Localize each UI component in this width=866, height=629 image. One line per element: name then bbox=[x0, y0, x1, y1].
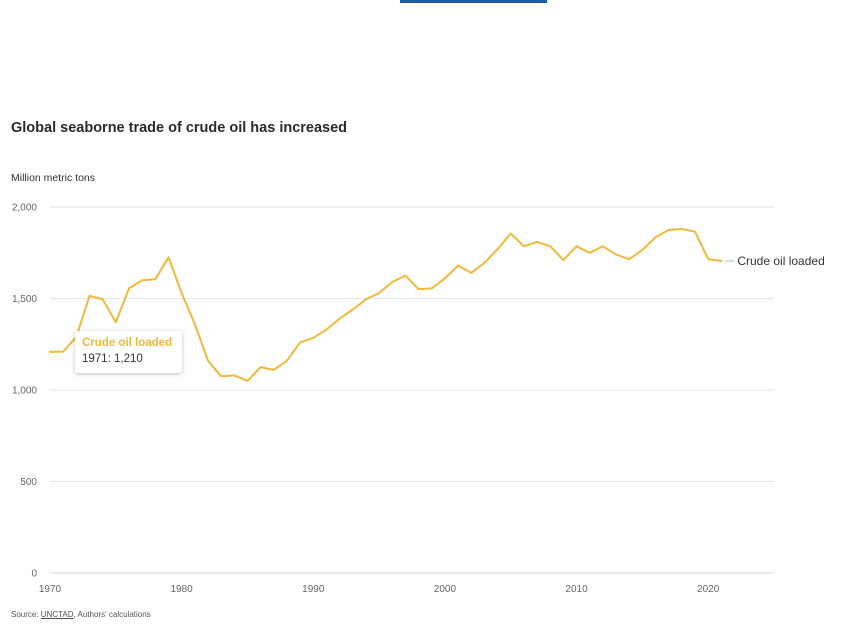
x-tick-label: 1980 bbox=[171, 584, 194, 595]
x-tick-label: 2020 bbox=[697, 584, 720, 595]
series-line-crude-oil-loaded[interactable] bbox=[49, 228, 723, 382]
x-tick-labels: 1970 1980 1990 2000 2010 2020 bbox=[39, 584, 720, 595]
series-end-label: Crude oil loaded bbox=[737, 254, 824, 268]
source-link[interactable]: UNCTAD bbox=[40, 610, 74, 619]
source-suffix: , Authors' calculations bbox=[73, 610, 151, 619]
y-tick-labels: 0 500 1,000 1,500 2,000 bbox=[12, 203, 37, 580]
series-lines bbox=[49, 228, 723, 382]
gridlines bbox=[50, 206, 774, 574]
tooltip-separator: : bbox=[107, 353, 114, 365]
source-note: Source: UNCTAD, Authors' calculations bbox=[11, 610, 151, 619]
tooltip-value: 1971: 1,210 bbox=[82, 353, 143, 365]
series-end-labels: Crude oil loaded bbox=[725, 254, 825, 268]
y-tick-label: 500 bbox=[20, 477, 37, 488]
tooltip-number: 1,210 bbox=[113, 353, 143, 365]
y-tick-label: 2,000 bbox=[12, 203, 37, 214]
chart-title: Global seaborne trade of crude oil has i… bbox=[11, 120, 348, 136]
x-tick-label: 1990 bbox=[302, 584, 325, 595]
x-tick-label: 2000 bbox=[434, 584, 457, 595]
x-tick-label: 2010 bbox=[565, 584, 588, 595]
y-tick-label: 1,000 bbox=[12, 386, 37, 397]
source-prefix: Source: bbox=[11, 610, 41, 619]
hover-tooltip: Crude oil loaded 1971: 1,210 bbox=[75, 331, 182, 373]
y-tick-label: 1,500 bbox=[12, 294, 37, 305]
x-tick-label: 1970 bbox=[39, 584, 62, 595]
tooltip-year: 1971 bbox=[82, 353, 108, 365]
top-accent-bar bbox=[400, 0, 547, 3]
tooltip-series-name: Crude oil loaded bbox=[82, 337, 173, 349]
y-axis-label: Million metric tons bbox=[11, 172, 96, 184]
y-tick-label: 0 bbox=[31, 569, 37, 580]
